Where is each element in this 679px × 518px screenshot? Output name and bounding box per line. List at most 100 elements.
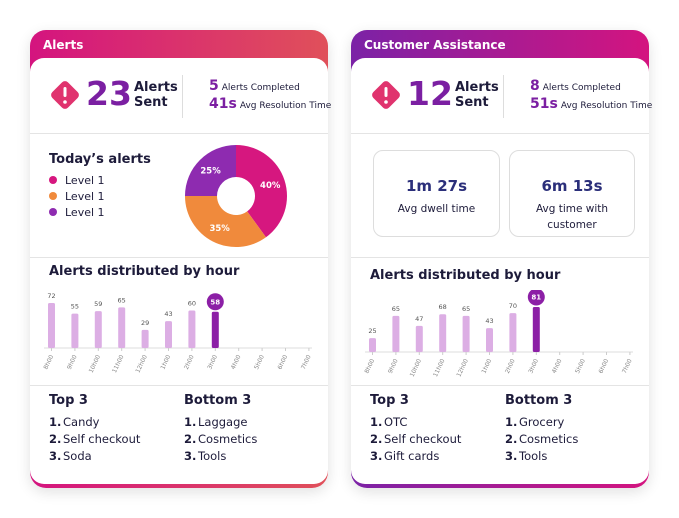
value-label: 29 <box>141 319 149 327</box>
list-item: 1. OTC <box>370 415 407 429</box>
card: Alerts 23 Alerts Sent 5 Alerts Completed 41s A… <box>30 30 331 488</box>
bar <box>462 315 470 352</box>
alert-count-label: Alerts Sent <box>455 80 499 110</box>
x-tick-label: 2h00 <box>183 354 196 371</box>
x-tick-label: 10h00 <box>409 358 423 378</box>
value-label: 47 <box>415 315 423 323</box>
card: Customer Assistance 12 Alerts Sent 8 Alerts … <box>351 30 653 488</box>
card-content: 23 Alerts Sent 5 Alerts Completed 41s Avg Res… <box>30 30 331 488</box>
stat-value: 8 <box>530 78 540 94</box>
list-rank: 1. <box>49 415 62 429</box>
x-tick-label: 4h00 <box>230 354 243 371</box>
metric-box: 1m 27s Avg dwell time <box>373 150 500 237</box>
bar <box>188 310 196 348</box>
legend-dot <box>49 208 57 216</box>
value-label: 65 <box>462 305 470 313</box>
stat: 41s Avg Resolution Time <box>209 96 331 112</box>
alert-count: 23 <box>86 74 132 113</box>
list-item: 2. Cosmetics <box>505 432 578 446</box>
bar <box>71 313 79 348</box>
x-tick-label: 4h00 <box>551 358 564 375</box>
list-name: Self checkout <box>384 432 462 446</box>
card-title: Alerts <box>43 38 84 52</box>
x-tick-label: 6h00 <box>598 358 611 375</box>
separator <box>30 257 328 258</box>
list-name: Grocery <box>519 415 565 429</box>
icon-dot <box>63 100 67 104</box>
value-label: 55 <box>71 303 79 311</box>
value-label: 58 <box>210 298 220 306</box>
list-item: 1. Candy <box>49 415 99 429</box>
value-label: 43 <box>164 310 172 318</box>
legend-label: Level 1 <box>65 174 105 187</box>
section-title: Alerts distributed by hour <box>49 264 240 279</box>
bar <box>94 311 102 348</box>
divider <box>182 75 183 118</box>
alert-count: 12 <box>407 74 453 113</box>
stat-value: 5 <box>209 78 219 94</box>
list-title: Top 3 <box>370 393 409 408</box>
list-rank: 3. <box>370 449 383 463</box>
separator <box>30 385 328 386</box>
x-tick-label: 12h00 <box>135 354 149 374</box>
bar <box>415 325 423 352</box>
list-name: Cosmetics <box>519 432 579 446</box>
metric-value: 6m 13s <box>541 177 603 195</box>
list-item: 2. Self checkout <box>49 432 140 446</box>
list-name: Cosmetics <box>198 432 258 446</box>
legend-item: Level 1 <box>49 190 105 203</box>
list-item: 3. Soda <box>49 449 92 463</box>
icon-bang <box>63 87 67 97</box>
value-label: 81 <box>531 294 541 302</box>
list-title: Top 3 <box>49 393 88 408</box>
list-title: Bottom 3 <box>505 393 573 408</box>
alert-icon <box>51 81 79 109</box>
legend-label: Level 1 <box>65 206 105 219</box>
separator <box>30 133 328 134</box>
x-tick-label: 11h00 <box>111 354 125 374</box>
bar <box>439 314 447 352</box>
x-tick-label: 1h00 <box>481 358 494 375</box>
card-body <box>351 58 649 484</box>
x-tick-label: 10h00 <box>88 354 102 374</box>
list-rank: 2. <box>505 432 518 446</box>
list-name: Self checkout <box>63 432 141 446</box>
bar <box>118 307 126 348</box>
value-label: 70 <box>509 302 517 310</box>
list-name: Candy <box>63 415 100 429</box>
card-title: Customer Assistance <box>364 38 506 52</box>
icon-bang <box>384 87 388 97</box>
stat-label: Alerts Completed <box>542 83 621 93</box>
bar <box>211 311 219 348</box>
stat: 8 Alerts Completed <box>530 78 621 94</box>
card-content: 12 Alerts Sent 8 Alerts Completed 51s Avg Res… <box>351 30 653 488</box>
list-rank: 2. <box>370 432 383 446</box>
list-item: 3. Tools <box>505 449 547 463</box>
stat-value: 41s <box>209 96 237 112</box>
list-item: 3. Gift cards <box>370 449 439 463</box>
value-label: 65 <box>118 296 126 304</box>
list-rank: 1. <box>184 415 197 429</box>
stat-label: Avg Resolution Time <box>560 101 653 111</box>
metric-label: Avg time with customer <box>535 203 609 231</box>
legend-item: Level 1 <box>49 206 105 219</box>
bar <box>48 303 55 348</box>
legend-item: Level 1 <box>49 174 105 187</box>
value-bubble <box>527 290 545 306</box>
value-label: 43 <box>485 317 493 325</box>
list-name: Laggage <box>198 415 248 429</box>
bar <box>141 329 149 348</box>
list-name: OTC <box>384 415 408 429</box>
card-body <box>30 58 328 484</box>
value-label: 65 <box>392 305 400 313</box>
list-rank: 3. <box>184 449 197 463</box>
list-item: 1. Grocery <box>505 415 564 429</box>
list-rank: 2. <box>49 432 62 446</box>
stat-label: Alerts Completed <box>221 83 300 93</box>
alert-count-label: Alerts Sent <box>134 80 178 110</box>
x-tick-label: 6h00 <box>277 354 290 371</box>
list-name: Soda <box>63 449 92 463</box>
x-tick-label: 5h00 <box>253 354 266 371</box>
legend-label: Level 1 <box>65 190 105 203</box>
list-rank: 3. <box>505 449 518 463</box>
